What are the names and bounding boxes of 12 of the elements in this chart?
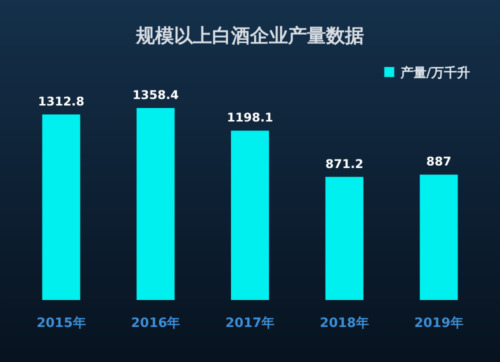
chart-title: 规模以上白酒企业产量数据 xyxy=(135,25,364,47)
data-label: 871.2 xyxy=(325,156,364,171)
legend-label: 产量/万千升 xyxy=(399,65,470,81)
data-label: 1312.8 xyxy=(38,94,84,108)
x-tick-label: 2017年 xyxy=(225,316,275,331)
x-tick-label: 2018年 xyxy=(320,316,369,331)
x-tick-label: 2019年 xyxy=(414,316,464,331)
data-label: 1198.1 xyxy=(226,110,274,125)
x-tick-label: 2016年 xyxy=(131,316,180,331)
x-tick-label: 2015年 xyxy=(36,316,86,331)
data-label: 887 xyxy=(426,154,452,169)
data-label: 1358.4 xyxy=(132,88,179,102)
